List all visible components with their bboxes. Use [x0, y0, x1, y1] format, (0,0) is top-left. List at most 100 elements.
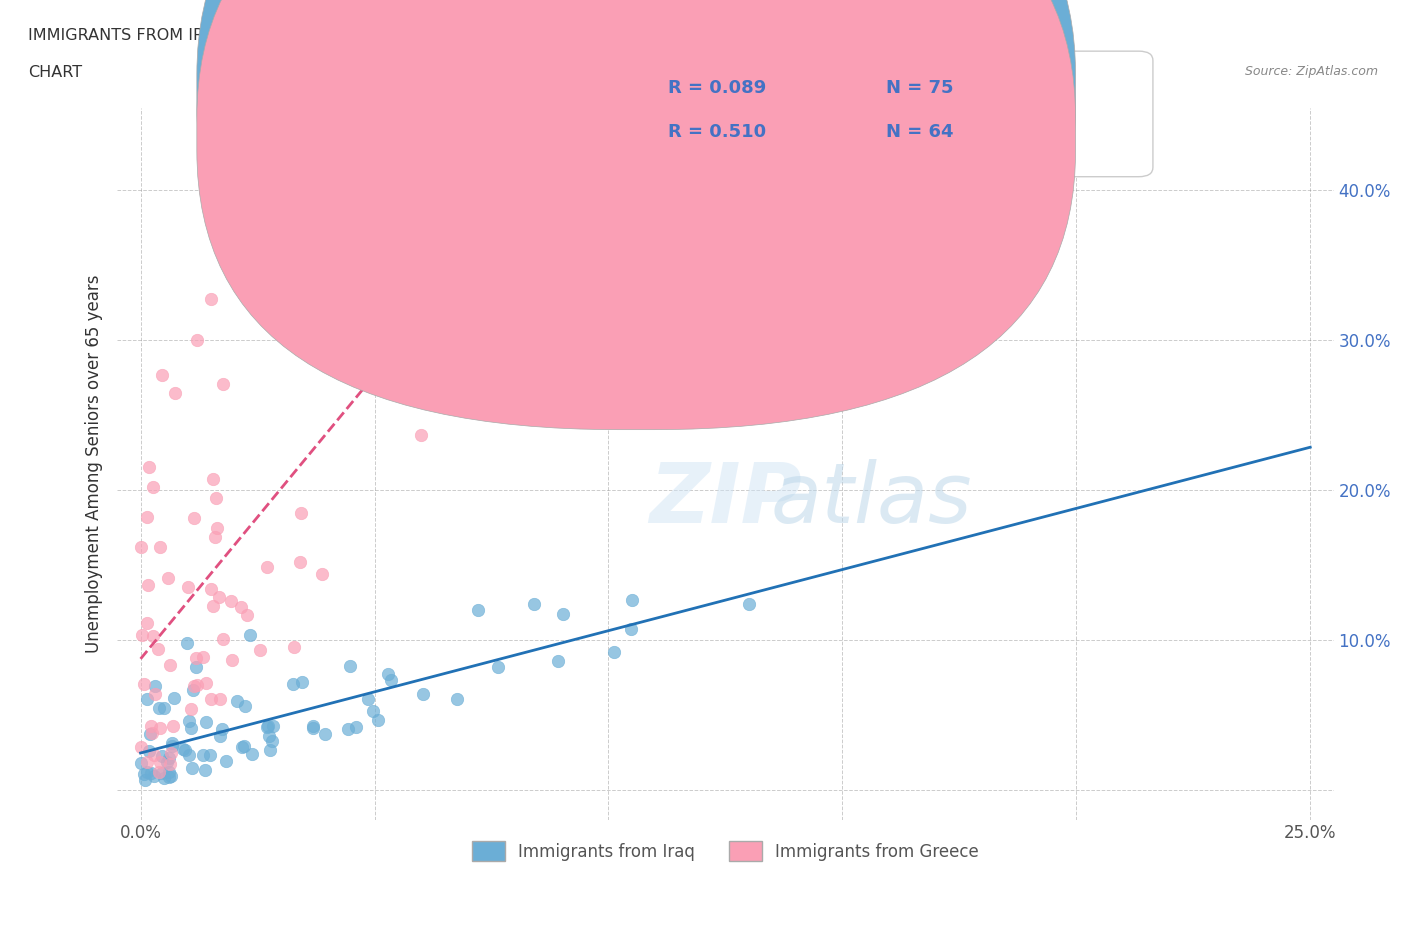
Point	[620, 621, 643, 636]
Point	[139, 718, 162, 733]
Point	[181, 683, 204, 698]
Point	[200, 582, 222, 597]
Point	[257, 729, 280, 744]
Point	[143, 679, 166, 694]
Point	[290, 554, 312, 569]
Point	[162, 719, 184, 734]
Point	[156, 755, 179, 770]
Point	[311, 567, 333, 582]
Point	[291, 674, 314, 689]
Point	[212, 631, 235, 646]
Point	[301, 721, 323, 736]
Point	[149, 539, 172, 554]
Point	[346, 720, 368, 735]
Point	[136, 578, 159, 592]
Point	[186, 677, 208, 692]
Point	[160, 768, 183, 783]
Point	[283, 639, 305, 654]
Point	[291, 320, 314, 335]
Point	[157, 764, 180, 779]
Point	[212, 377, 235, 392]
Point	[211, 722, 233, 737]
Point	[157, 769, 180, 784]
Point	[204, 530, 226, 545]
Point	[129, 540, 152, 555]
Point	[148, 700, 170, 715]
Point	[186, 333, 208, 348]
Point	[202, 599, 225, 614]
Point	[201, 472, 224, 486]
Point	[138, 743, 160, 758]
Point	[143, 686, 166, 701]
Point	[177, 748, 200, 763]
Point	[163, 385, 186, 400]
Point	[131, 756, 153, 771]
Point	[159, 745, 181, 760]
Point	[142, 479, 165, 494]
Point	[256, 720, 278, 735]
Point	[240, 746, 263, 761]
Point	[180, 761, 202, 776]
Point	[200, 691, 222, 706]
Point	[184, 659, 207, 674]
Point	[412, 686, 434, 701]
Point	[337, 722, 360, 737]
Text: Source: ZipAtlas.com: Source: ZipAtlas.com	[1244, 65, 1378, 78]
Point	[411, 427, 433, 442]
Point	[141, 726, 163, 741]
Point	[186, 651, 208, 666]
Point	[150, 749, 173, 764]
Point	[361, 703, 384, 718]
Point	[132, 766, 155, 781]
Point	[172, 741, 194, 756]
Point	[163, 691, 186, 706]
Point	[208, 590, 231, 604]
Point	[174, 742, 197, 757]
Point	[195, 714, 218, 729]
Point	[148, 764, 170, 779]
Point	[138, 459, 160, 474]
Point	[136, 764, 159, 779]
Point	[339, 658, 361, 673]
Legend: Immigrants from Iraq, Immigrants from Greece: Immigrants from Iraq, Immigrants from Gr…	[465, 834, 986, 868]
Point	[150, 765, 173, 780]
Point	[377, 666, 399, 681]
Point	[205, 490, 228, 505]
Point	[262, 719, 284, 734]
Point	[149, 755, 172, 770]
Point	[232, 738, 254, 753]
Point	[134, 773, 156, 788]
Point	[159, 756, 181, 771]
Point	[136, 691, 159, 706]
Point	[486, 660, 509, 675]
Point	[191, 748, 214, 763]
Point	[231, 599, 253, 614]
Point	[215, 753, 238, 768]
Point	[221, 593, 243, 608]
Point	[551, 606, 574, 621]
Point	[208, 729, 231, 744]
Point	[236, 608, 259, 623]
Point	[183, 678, 205, 693]
Point	[148, 642, 170, 657]
Point	[136, 754, 159, 769]
Point	[547, 654, 569, 669]
Point	[367, 712, 389, 727]
Point	[256, 559, 278, 574]
Point	[150, 368, 173, 383]
Point	[257, 719, 280, 734]
Point	[176, 635, 198, 650]
Point	[225, 694, 247, 709]
Point	[195, 675, 218, 690]
Text: IMMIGRANTS FROM IRAQ VS IMMIGRANTS FROM GREECE UNEMPLOYMENT AMONG SENIORS OVER 6: IMMIGRANTS FROM IRAQ VS IMMIGRANTS FROM …	[28, 28, 1017, 43]
Point	[205, 521, 228, 536]
Point	[129, 740, 152, 755]
Point	[259, 743, 281, 758]
Point	[314, 726, 336, 741]
Point	[149, 721, 172, 736]
Point	[132, 677, 155, 692]
Point	[194, 763, 217, 777]
Point	[233, 698, 256, 713]
Point	[602, 644, 624, 659]
Point	[159, 658, 181, 672]
